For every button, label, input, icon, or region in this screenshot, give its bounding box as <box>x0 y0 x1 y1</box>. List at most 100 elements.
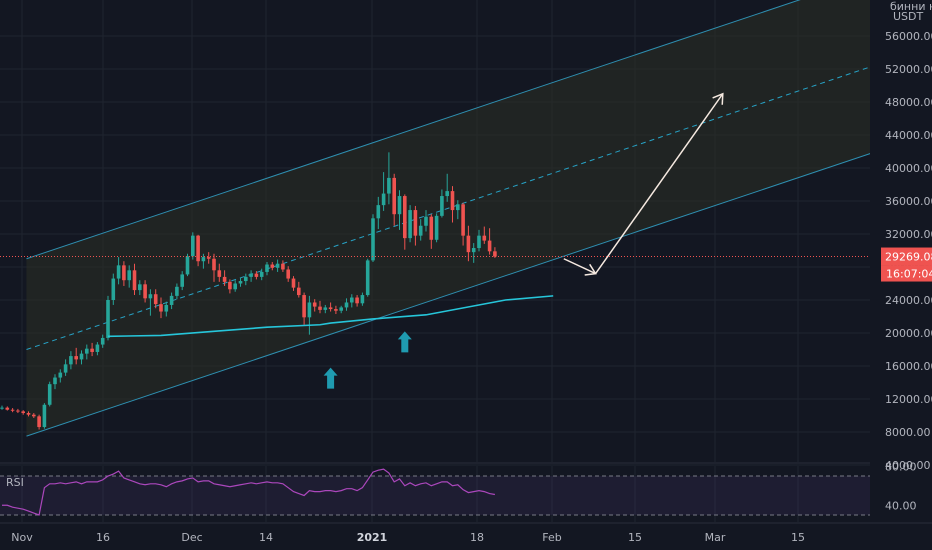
candle-body <box>365 260 370 296</box>
candle-body <box>111 278 116 300</box>
countdown-tag <box>881 265 932 282</box>
rsi-line <box>2 468 496 516</box>
candle-body <box>291 278 296 288</box>
candle-body <box>37 416 41 428</box>
candle-body <box>371 218 375 261</box>
candle-body <box>387 177 391 194</box>
rsi-tick-label: 40.00 <box>885 499 917 512</box>
candle-body <box>201 257 206 262</box>
candle-body <box>106 300 110 338</box>
time-tick-label: 15 <box>791 531 805 544</box>
price-tick-label: 8000.00 <box>885 426 931 439</box>
candle-body <box>355 297 359 304</box>
candle-body <box>10 409 15 411</box>
candle-body <box>63 364 68 373</box>
candle-body <box>397 196 402 215</box>
candle-body <box>244 276 248 282</box>
rsi-tick-label: 80.00 <box>885 460 917 473</box>
candle-body <box>175 286 179 296</box>
price-tick-label: 16000.00 <box>885 360 932 373</box>
candles <box>0 152 497 430</box>
price-tick-label: 36000.00 <box>885 195 932 208</box>
time-tick-label: Mar <box>705 531 726 544</box>
candle-body <box>196 235 200 262</box>
candle-body <box>392 177 396 215</box>
time-tick-label: 14 <box>259 531 273 544</box>
candle-body <box>148 294 153 299</box>
candle-body <box>159 304 163 312</box>
last-price-label: 29269.08 <box>885 251 932 264</box>
arrow-head <box>712 92 724 105</box>
candle-body <box>21 411 25 414</box>
price-unit-line2: USDT <box>893 10 924 23</box>
candle-body <box>53 377 57 385</box>
candle-body <box>286 269 290 279</box>
candle-body <box>270 264 275 268</box>
rsi-label: RSI <box>6 476 24 489</box>
candle-body <box>281 263 285 270</box>
projection-arrow <box>594 93 724 275</box>
candle-body <box>297 287 301 296</box>
candle-body <box>466 235 471 253</box>
price-tick-label: 52000.00 <box>885 63 932 76</box>
candle-body <box>42 404 47 428</box>
candle-body <box>318 306 322 310</box>
price-tick-label: 24000.00 <box>885 294 932 307</box>
candle-body <box>323 307 328 310</box>
moving-average <box>107 295 554 338</box>
price-axis[interactable]: 56000.00 52000.00 48000.00 44000.00 40000.00… <box>870 0 932 550</box>
candle-body <box>328 307 333 310</box>
price-tick-label: 44000.00 <box>885 129 932 142</box>
price-tick-label: 4000.00 <box>885 459 931 472</box>
candle-body <box>493 251 497 257</box>
time-axis[interactable]: Nov 16 Dec 14 2021 18 Feb 15 Mar 15 <box>0 522 932 544</box>
candle-body <box>302 295 306 318</box>
candle-body <box>350 297 354 303</box>
candle-body <box>191 235 195 257</box>
candle-body <box>339 307 343 311</box>
candle-body <box>312 302 317 307</box>
candle-body <box>445 191 449 197</box>
time-tick-label: Nov <box>11 531 33 544</box>
price-tick-label: 40000.00 <box>885 162 932 175</box>
candle-body <box>429 216 434 240</box>
candle-body <box>471 248 476 253</box>
candle-body <box>79 353 84 360</box>
candle-body <box>122 265 126 281</box>
candle-body <box>217 270 222 277</box>
channel-upper <box>26 0 801 260</box>
drawings <box>323 92 724 389</box>
price-tick-label: 20000.00 <box>885 327 932 340</box>
candle-body <box>424 216 428 226</box>
price-tick-label: 56000.00 <box>885 30 932 43</box>
candle-body <box>47 384 52 405</box>
candle-body <box>450 191 455 211</box>
candle-body <box>69 356 73 365</box>
candle-body <box>477 235 481 249</box>
candle-body <box>456 204 460 211</box>
candle-body <box>16 410 20 412</box>
price-tick-label: 32000.00 <box>885 228 932 241</box>
candle-body <box>153 294 158 305</box>
candle-body <box>381 193 386 206</box>
candle-body <box>461 204 465 236</box>
rsi-pane: RSI <box>0 462 932 516</box>
time-tick-label: 2021 <box>357 531 388 544</box>
candle-body <box>249 273 253 277</box>
up-arrow-icon <box>323 367 338 389</box>
time-tick-label: Feb <box>542 531 561 544</box>
candle-body <box>116 265 121 279</box>
price-unit-line1: бинни но <box>890 0 932 13</box>
time-tick-label: 16 <box>96 531 110 544</box>
candle-body <box>90 348 94 352</box>
time-tick-label: 15 <box>628 531 642 544</box>
candle-body <box>275 263 280 268</box>
channel-lower <box>26 142 902 437</box>
candle-body <box>138 284 142 291</box>
projection-arrow <box>563 258 596 275</box>
candle-body <box>344 302 349 308</box>
candle-body <box>212 258 216 271</box>
candle-body <box>26 413 31 415</box>
candle-body <box>265 264 269 272</box>
